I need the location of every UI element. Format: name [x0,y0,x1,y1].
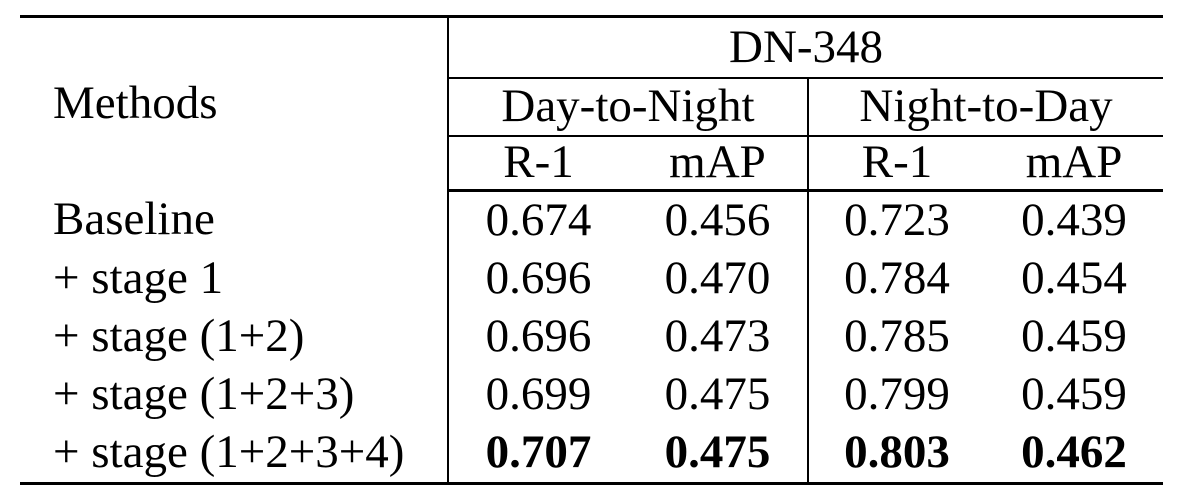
value-cell: 0.799 [844,368,950,421]
table-row-stage-1-2: + stage (1+2) 0.696 0.473 0.785 0.459 [20,308,1163,366]
value-cell: 0.707 [485,426,592,479]
method-label: Baseline [20,190,449,250]
metric-header-r1-night: R-1 [808,136,985,192]
metric-header-r1-day: R-1 [448,136,628,192]
value-cell: 0.456 [628,190,809,250]
value-cell: 0.454 [1021,252,1127,305]
value-cell: 0.784 [844,252,950,305]
value-cell: 0.803 [844,426,950,479]
table-row-subgroup-headers: Day-to-Night Night-to-Day [20,78,1164,137]
table-row-stage-1-2-3-4: + stage (1+2+3+4) 0.707 0.475 0.803 0.46… [20,424,1163,484]
table-row-baseline: Baseline 0.674 0.456 0.723 0.439 [20,190,1163,250]
value-cell: 0.674 [485,194,592,247]
ablation-results-table: Methods DN-348 Day-to-Night Night-to-Day… [20,15,1164,485]
value-cell: 0.475 [628,424,809,484]
table-row-stage-1: + stage 1 0.696 0.470 0.784 0.454 [20,250,1163,308]
dataset-header: DN-348 [448,16,1164,79]
value-cell: 0.696 [485,252,592,305]
subgroup-header-day-to-night: Day-to-Night [448,78,809,137]
value-cell: 0.459 [1021,310,1127,363]
value-cell: 0.462 [1021,426,1127,479]
subgroup-header-night-to-day: Night-to-Day [808,78,1164,137]
method-label: + stage 1 [20,250,449,308]
metric-header-map-night: mAP [985,136,1164,192]
value-cell: 0.696 [485,310,592,363]
method-label: + stage (1+2) [20,308,449,366]
value-cell: 0.459 [1021,368,1127,421]
value-cell: 0.475 [628,366,809,424]
table-row-dataset-header: Methods DN-348 [20,16,1164,191]
table-row-metric-headers: R-1 mAP R-1 mAP [20,136,1164,192]
value-cell: 0.785 [844,310,950,363]
method-label: + stage (1+2+3+4) [20,424,449,484]
metric-header-map-day: mAP [628,136,809,192]
table-row-stage-1-2-3: + stage (1+2+3) 0.699 0.475 0.799 0.459 [20,366,1163,424]
value-cell: 0.473 [628,308,809,366]
methods-column-header: Methods [20,16,449,191]
value-cell: 0.699 [485,368,592,421]
value-cell: 0.439 [1021,194,1127,247]
method-label: + stage (1+2+3) [20,366,449,424]
value-cell: 0.470 [628,250,809,308]
value-cell: 0.723 [844,194,950,247]
